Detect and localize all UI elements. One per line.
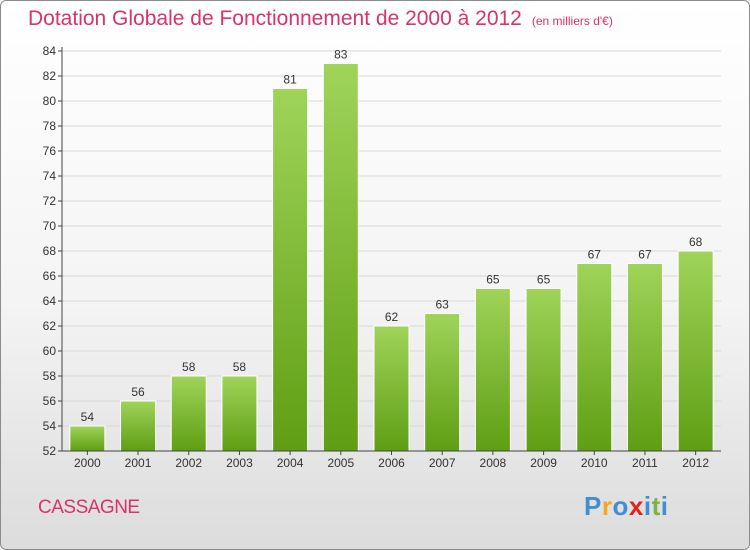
- y-tick-label: 84: [43, 44, 57, 58]
- bar: [525, 288, 562, 452]
- bar-value-label: 62: [385, 310, 399, 324]
- x-tick-label: 2007: [429, 456, 456, 470]
- chart-title-text: Dotation Globale de Fonctionnement de 20…: [28, 7, 522, 30]
- y-tick-label: 60: [43, 344, 57, 358]
- x-tick-label: 2000: [74, 456, 101, 470]
- x-tick-label: 2012: [682, 456, 709, 470]
- y-tick-label: 76: [43, 144, 57, 158]
- bar: [424, 313, 461, 452]
- logo-letter: t: [651, 491, 661, 521]
- y-tick-label: 74: [43, 169, 57, 183]
- bar-value-label: 67: [638, 248, 652, 262]
- bar: [373, 325, 410, 452]
- y-tick-label: 64: [43, 294, 57, 308]
- bar-value-label: 54: [81, 410, 95, 424]
- bar: [474, 288, 511, 452]
- y-tick-label: 80: [43, 94, 57, 108]
- bar: [69, 425, 106, 452]
- y-tick-label: 62: [43, 319, 57, 333]
- bar-value-label: 56: [131, 385, 145, 399]
- bar-value-label: 67: [588, 248, 602, 262]
- y-tick-label: 70: [43, 219, 57, 233]
- logo-letter: i: [660, 491, 669, 521]
- bar: [677, 250, 714, 452]
- y-tick-label: 82: [43, 69, 57, 83]
- x-tick-label: 2004: [277, 456, 304, 470]
- bar: [170, 375, 207, 452]
- proxiti-logo: Proxiti: [584, 491, 668, 522]
- bar: [272, 88, 309, 452]
- bar: [221, 375, 258, 452]
- bars: 54 56 58 58 81 83 62 63 65 65 67 67 68: [69, 48, 714, 452]
- y-tick-label: 68: [43, 244, 57, 258]
- logo-letter: i: [643, 491, 652, 521]
- bar-value-label: 81: [283, 73, 297, 87]
- logo-letter: r: [601, 491, 613, 521]
- bar: [626, 263, 663, 452]
- axes: 52 54 56 58 60 62 64 66 68 70 72 74 76 78 80 82 84 2000 20…: [43, 44, 721, 470]
- chart-subtitle: (en milliers d'€): [531, 14, 613, 28]
- bar-value-label: 58: [182, 360, 196, 374]
- y-tick-label: 54: [43, 419, 57, 433]
- y-tick-label: 56: [43, 394, 57, 408]
- bar: [322, 63, 359, 452]
- y-tick-label: 72: [43, 194, 57, 208]
- y-tick-label: 58: [43, 369, 57, 383]
- x-tick-label: 2010: [581, 456, 608, 470]
- bar-value-label: 65: [486, 273, 500, 287]
- bar: [120, 400, 157, 452]
- y-tick-label: 52: [43, 444, 57, 458]
- logo-letter: o: [612, 491, 629, 521]
- chart-title: Dotation Globale de Fonctionnement de 20…: [28, 7, 613, 31]
- x-tick-label: 2009: [530, 456, 557, 470]
- x-tick-label: 2001: [125, 456, 152, 470]
- bar-value-label: 58: [233, 360, 247, 374]
- x-tick-label: 2011: [632, 456, 658, 470]
- x-tick-label: 2008: [480, 456, 507, 470]
- y-tick-label: 66: [43, 269, 57, 283]
- place-name: CASSAGNE: [38, 497, 140, 518]
- x-tick-label: 2006: [378, 456, 405, 470]
- x-tick-label: 2005: [327, 456, 354, 470]
- x-tick-label: 2003: [226, 456, 253, 470]
- bar: [576, 263, 613, 452]
- logo-letter: P: [584, 491, 602, 521]
- logo-letter: x: [628, 491, 644, 521]
- bar-value-label: 68: [689, 235, 703, 249]
- bar-value-label: 65: [537, 273, 551, 287]
- bar-value-label: 63: [436, 298, 450, 312]
- bar-value-label: 83: [334, 48, 348, 62]
- x-tick-label: 2002: [175, 456, 202, 470]
- y-tick-label: 78: [43, 119, 57, 133]
